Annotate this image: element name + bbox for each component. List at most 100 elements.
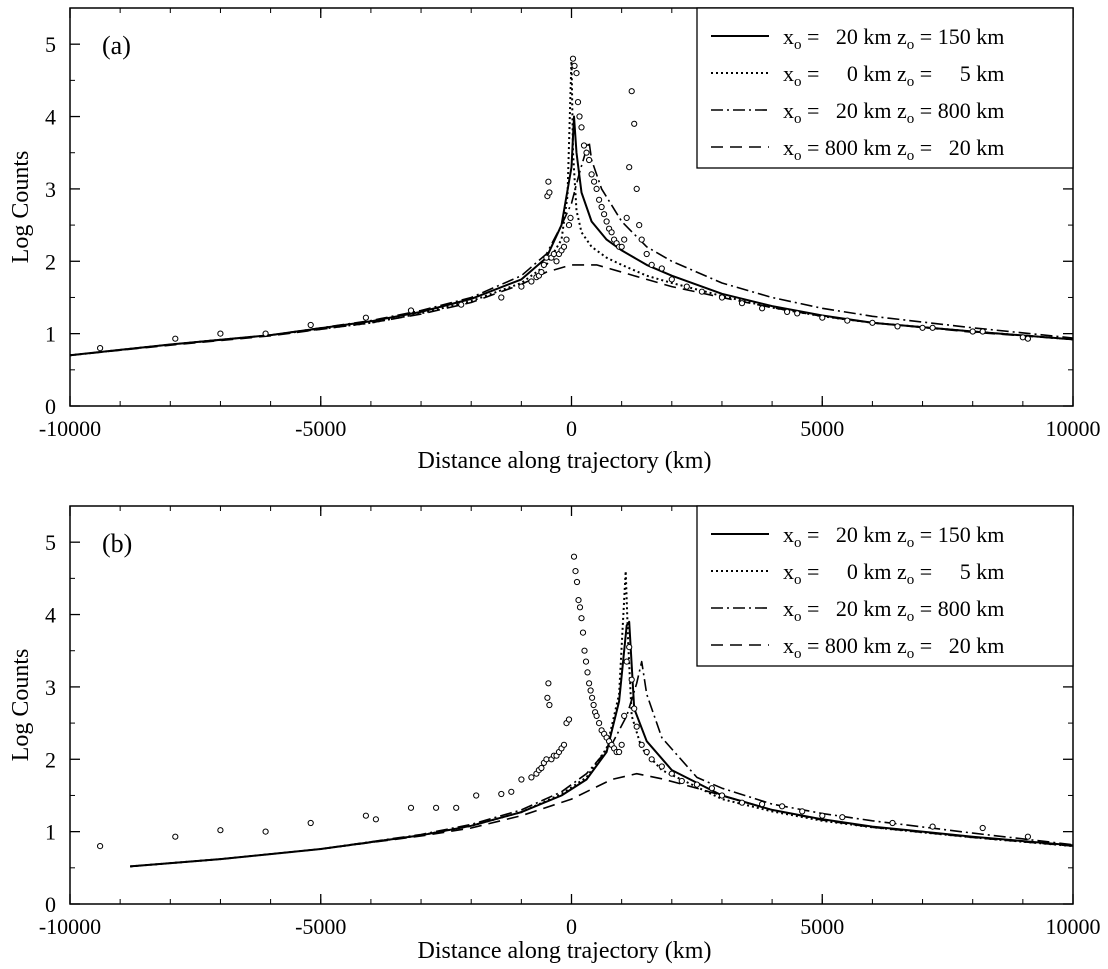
observation-point (565, 222, 573, 229)
legend-box (696, 505, 1074, 667)
observation-point (1024, 335, 1032, 342)
observation-point (579, 629, 587, 636)
observation-point (591, 178, 598, 185)
y-tick-label: 2 (45, 249, 56, 274)
legend-mid-sub: o (907, 74, 915, 90)
x-tick-label: -5000 (295, 914, 346, 939)
observation-point (601, 211, 608, 218)
observation-point (528, 774, 535, 781)
x-axis-title: Distance along trajectory (km) (418, 938, 712, 964)
legend-prefix: x (783, 98, 794, 123)
observation-point (969, 328, 976, 335)
observation-point (648, 261, 655, 268)
observation-point (759, 305, 766, 312)
y-tick-label: 4 (45, 603, 56, 628)
legend-entry: xo = 20 km zo = 150 km (783, 24, 1004, 53)
observation-point (546, 189, 553, 196)
observation-point (678, 777, 685, 785)
observation-point (543, 756, 550, 763)
observation-point (919, 324, 926, 331)
observation-point (668, 276, 675, 283)
series-line-dashdot (130, 660, 1073, 868)
observation-point (586, 680, 593, 687)
observation-point (545, 680, 552, 687)
observation-point (498, 790, 505, 798)
y-axis-title: Log Counts (8, 649, 34, 762)
observation-point (307, 819, 314, 827)
x-tick-label: -10000 (39, 416, 101, 441)
observation-point (658, 763, 665, 770)
observation-point (508, 788, 515, 795)
observation-point (618, 741, 625, 748)
series-line-dashed (130, 772, 1073, 868)
observation-point (638, 236, 645, 243)
observation-point (553, 258, 560, 265)
legend-sub: o (794, 74, 802, 90)
legend-mid-sub: o (907, 37, 915, 53)
legend-mid-a: = 0 km z (802, 61, 908, 86)
legend-sub: o (794, 111, 802, 127)
observation-point (799, 808, 806, 815)
observation-point (217, 330, 224, 337)
legend-mid-sub: o (907, 609, 915, 625)
observation-point (844, 317, 851, 324)
series-line-dashed (70, 264, 1073, 357)
observation-point (574, 99, 582, 106)
y-tick-label: 2 (45, 747, 56, 772)
panel-label: (b) (102, 529, 132, 558)
legend-prefix: x (783, 24, 794, 49)
observation-point (643, 748, 650, 756)
observation-point (668, 770, 675, 777)
x-tick-label: 10000 (1046, 416, 1101, 441)
legend-entry: xo = 800 km zo = 20 km (783, 135, 1004, 164)
observation-point (589, 694, 596, 701)
observation-point (596, 720, 603, 727)
observation-point (621, 712, 628, 720)
observation-point (172, 335, 179, 342)
observation-point (362, 314, 369, 321)
observation-point (578, 615, 585, 622)
observation-point (698, 288, 706, 295)
observation-point (596, 196, 603, 203)
observation-point (929, 324, 936, 331)
legend-mid-sub: o (907, 111, 915, 127)
legend-suffix: = 800 km (914, 98, 1004, 123)
observation-point (587, 687, 594, 694)
observation-point (217, 827, 224, 834)
observation-point (628, 88, 635, 95)
observation-point (458, 301, 465, 308)
observation-point (658, 265, 665, 272)
observation-point (608, 229, 615, 236)
observation-point (576, 113, 583, 120)
plot-area (70, 55, 1073, 357)
observation-point (588, 171, 595, 178)
observation-point (636, 222, 643, 229)
observation-point (708, 785, 716, 792)
observation-point (584, 669, 591, 676)
legend-sub: o (794, 646, 802, 662)
observation-point (628, 676, 635, 683)
observation-point (543, 254, 550, 261)
legend-sub: o (794, 572, 802, 588)
legend-mid-sub: o (907, 572, 915, 588)
y-tick-label: 4 (45, 105, 56, 130)
observation-point (565, 716, 573, 723)
observation-point (643, 250, 650, 258)
observation-point (546, 701, 553, 709)
x-tick-label: 5000 (800, 416, 844, 441)
legend-mid-a: = 20 km z (802, 522, 908, 547)
observation-point (616, 748, 623, 756)
observation-point (784, 308, 791, 315)
observation-point (563, 236, 570, 243)
observation-point (633, 185, 640, 192)
legend-mid-a: = 20 km z (802, 24, 908, 49)
observation-point (683, 283, 690, 290)
legend-mid-a: = 800 km z (802, 135, 908, 160)
legend-sub: o (794, 148, 802, 164)
observation-point (623, 214, 630, 221)
observation-point (97, 843, 104, 850)
legend-mid-a: = 0 km z (802, 559, 908, 584)
